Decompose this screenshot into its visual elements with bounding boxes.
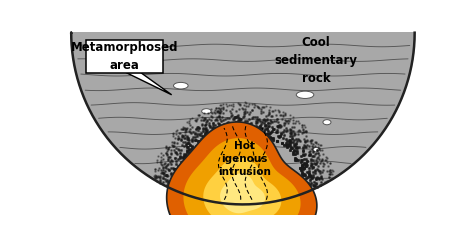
- Text: Hot
igenous
intrusion: Hot igenous intrusion: [219, 141, 271, 177]
- Polygon shape: [126, 73, 172, 95]
- Ellipse shape: [296, 91, 314, 98]
- Text: Cool
sedimentary
rock: Cool sedimentary rock: [274, 36, 357, 85]
- Ellipse shape: [173, 82, 188, 89]
- Polygon shape: [183, 138, 301, 242]
- Polygon shape: [167, 122, 317, 217]
- Polygon shape: [220, 173, 265, 213]
- Polygon shape: [203, 157, 282, 227]
- Text: Metamorphosed
area: Metamorphosed area: [71, 41, 178, 72]
- FancyBboxPatch shape: [86, 40, 163, 73]
- Ellipse shape: [313, 147, 319, 152]
- Polygon shape: [71, 33, 415, 204]
- Ellipse shape: [323, 120, 331, 125]
- Ellipse shape: [201, 109, 211, 114]
